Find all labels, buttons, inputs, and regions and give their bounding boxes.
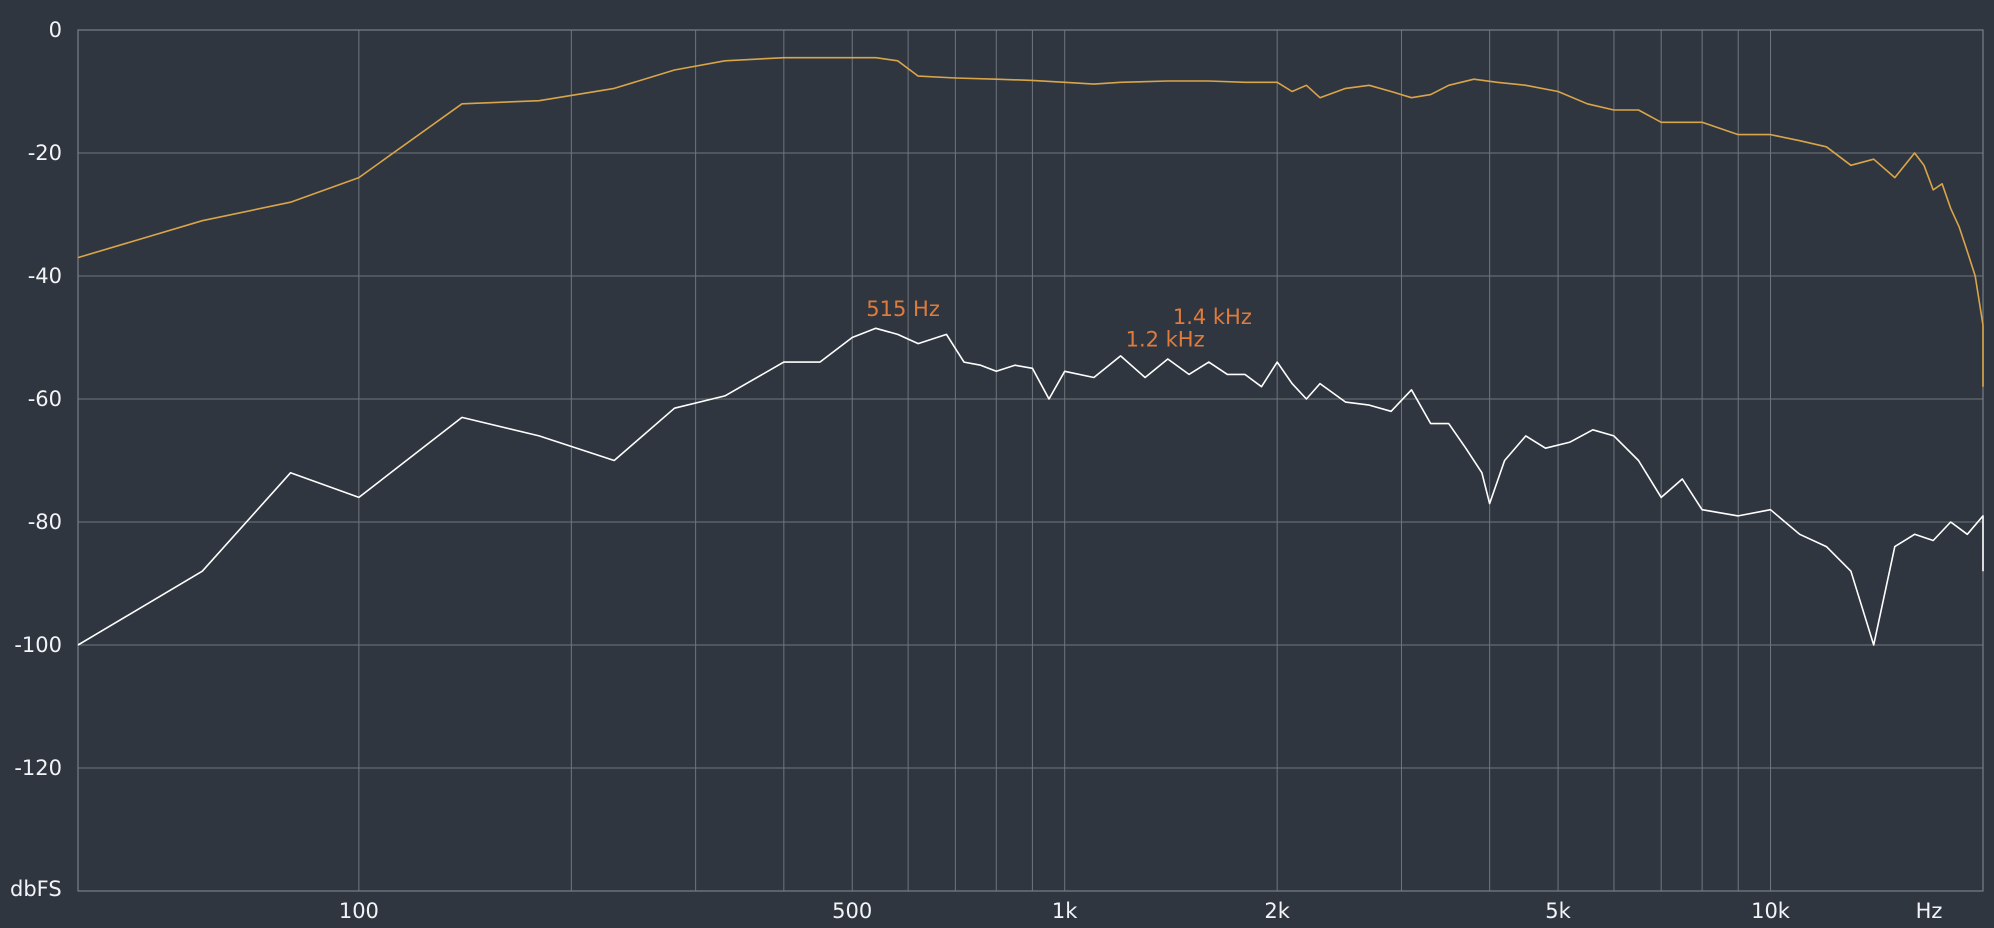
y-axis-unit-label: dbFS xyxy=(10,877,62,901)
x-tick-label: 500 xyxy=(832,899,872,923)
peak-annotation: 515 Hz xyxy=(866,297,940,321)
peak-annotation: 1.2 kHz xyxy=(1126,328,1205,352)
y-axis-tick-labels: 0 -20 -40 -60 -80 -100 -120 xyxy=(14,18,62,780)
y-tick-label: -40 xyxy=(28,264,62,288)
y-tick-label: -120 xyxy=(14,756,62,780)
x-axis-unit-label: Hz xyxy=(1916,899,1943,923)
series-line-2 xyxy=(77,327,1984,646)
y-tick-label: -80 xyxy=(28,510,62,534)
x-tick-label: 5k xyxy=(1545,899,1571,923)
y-tick-label: -60 xyxy=(28,387,62,411)
x-axis-tick-labels: 100 500 1k 2k 5k 10k xyxy=(339,899,1791,923)
y-tick-label: -100 xyxy=(14,633,62,657)
series-line-1 xyxy=(77,56,1984,387)
peak-annotation: 1.4 kHz xyxy=(1173,305,1252,329)
x-tick-label: 10k xyxy=(1751,899,1791,923)
y-tick-label: 0 xyxy=(49,18,62,42)
grid-lines xyxy=(78,29,1984,891)
plot-frame xyxy=(77,29,1984,892)
y-tick-label: -20 xyxy=(28,141,62,165)
x-tick-label: 2k xyxy=(1264,899,1290,923)
x-tick-label: 1k xyxy=(1052,899,1078,923)
x-tick-label: 100 xyxy=(339,899,379,923)
spectrum-series xyxy=(77,56,1984,646)
